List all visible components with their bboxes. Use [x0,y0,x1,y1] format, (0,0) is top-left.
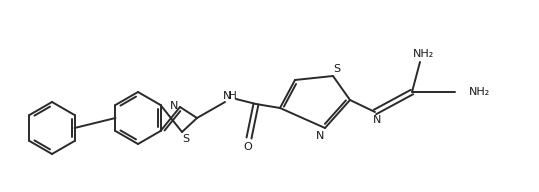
Text: O: O [244,142,252,152]
Text: NH₂: NH₂ [413,49,434,59]
Text: N: N [373,115,381,125]
Text: N: N [316,131,324,141]
Text: S: S [334,64,341,74]
Text: N: N [223,91,231,101]
Text: NH₂: NH₂ [469,87,490,97]
Text: H: H [229,91,237,101]
Text: N: N [170,101,178,111]
Text: S: S [182,134,190,144]
